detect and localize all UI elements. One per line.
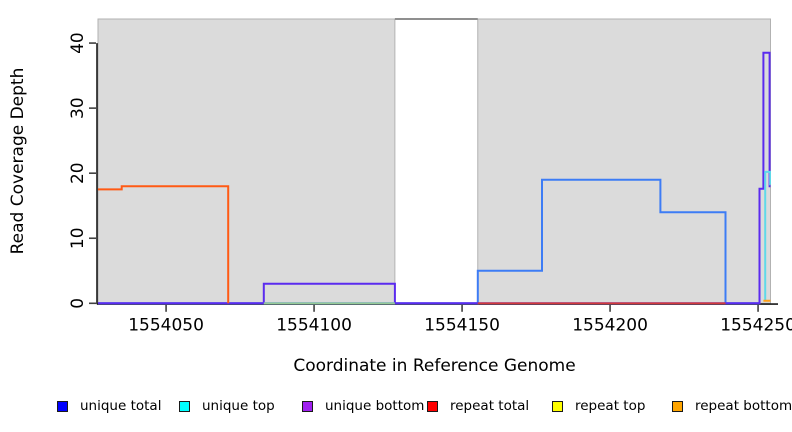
legend-item-repeat-total: repeat total xyxy=(427,397,529,415)
legend-label: unique bottom xyxy=(325,398,425,414)
y-tick-label: 10 xyxy=(68,227,88,249)
y-tick-label: 40 xyxy=(68,32,88,54)
legend-item-repeat-bottom: repeat bottom xyxy=(672,397,792,415)
legend-label: repeat total xyxy=(450,398,530,414)
series-group xyxy=(98,51,771,305)
legend-label: unique top xyxy=(202,398,275,414)
legend-label: repeat top xyxy=(575,398,646,414)
legend-label: repeat bottom xyxy=(695,398,792,414)
x-tick-label: 1554050 xyxy=(128,315,204,335)
legend-item-unique-total: unique total xyxy=(57,397,161,415)
series-repeat-bottom-left xyxy=(98,185,230,304)
y-tick-label: 20 xyxy=(68,162,88,184)
y-tick-label: 0 xyxy=(68,298,88,309)
unique-top-swatch-icon xyxy=(179,400,190,412)
mapped-region-right xyxy=(477,18,771,304)
y-tick-label: 30 xyxy=(68,97,88,119)
x-tick-label: 1554250 xyxy=(720,315,792,335)
legend-item-unique-top: unique top xyxy=(179,397,275,415)
legend-item-repeat-top: repeat top xyxy=(552,397,645,415)
unique-total-swatch-icon xyxy=(57,400,68,412)
series-unique-bottom xyxy=(98,51,771,305)
legend-item-unique-bottom: unique bottom xyxy=(302,397,424,415)
legend-label: unique total xyxy=(80,398,162,414)
repeat-bottom-swatch-icon xyxy=(672,400,683,412)
coverage-chart: 1554050 1554100 1554150 1554200 1554250 0 10 20… xyxy=(68,18,792,335)
unique-bottom-swatch-icon xyxy=(302,400,313,412)
series-unique-top xyxy=(764,170,771,301)
x-tick-label: 1554100 xyxy=(276,315,352,335)
legend: unique total unique top unique bottom re… xyxy=(0,397,792,417)
series-unique-total xyxy=(98,178,760,305)
x-tick-label: 1554200 xyxy=(572,315,648,335)
x-tick-label: 1554150 xyxy=(424,315,500,335)
x-axis-title: Coordinate in Reference Genome xyxy=(293,356,576,376)
mapped-region-left xyxy=(97,18,396,304)
repeat-total-swatch-icon xyxy=(427,400,438,412)
repeat-top-swatch-icon xyxy=(552,400,563,412)
